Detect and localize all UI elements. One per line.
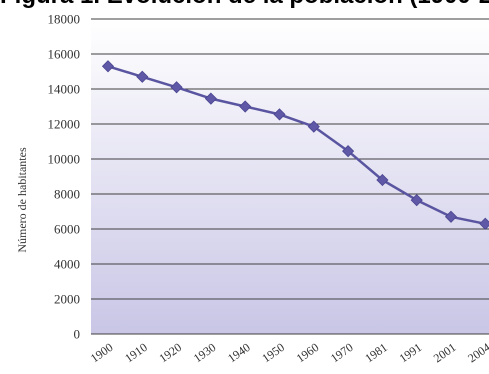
y-tick-label: 10000 (48, 152, 81, 167)
x-tick-label: 1900 (88, 340, 116, 365)
data-point-marker (239, 100, 252, 113)
data-point-marker (444, 210, 458, 223)
y-axis-label: Número de habitantes (15, 147, 29, 253)
y-tick-label: 4000 (54, 257, 80, 272)
y-tick-label: 16000 (48, 47, 81, 62)
plot-area (91, 19, 489, 334)
x-tick-label: 1981 (362, 340, 390, 365)
y-axis-ticks: 0 2000 4000 6000 8000 10000 12000 14000 16000 180… (48, 12, 81, 342)
x-tick-label: 1930 (191, 340, 219, 365)
y-tick-label: 0 (74, 327, 81, 342)
data-point-marker (170, 81, 183, 94)
series-line (107, 65, 486, 226)
y-tick-label: 14000 (48, 82, 81, 97)
series-group (107, 65, 486, 226)
x-tick-label: 1920 (156, 340, 184, 365)
x-tick-label: 1940 (225, 340, 253, 365)
x-tick-label: 1960 (294, 340, 322, 365)
data-point-marker (342, 145, 355, 158)
data-point-marker (136, 70, 149, 83)
data-point-marker (273, 108, 286, 121)
y-tick-label: 8000 (54, 187, 80, 202)
data-point-marker (410, 194, 423, 207)
x-tick-label: 1910 (122, 340, 150, 365)
x-axis-ticks: 1900 1910 1920 1930 1940 1950 1960 1970 1981 1991… (88, 340, 489, 365)
data-point-marker (101, 60, 115, 73)
y-tick-label: 12000 (48, 117, 81, 132)
y-tick-label: 2000 (54, 292, 80, 307)
y-tick-label: 6000 (54, 222, 80, 237)
x-tick-label: 1950 (259, 340, 287, 365)
x-tick-label: 1970 (328, 340, 356, 365)
data-point-marker (307, 120, 320, 133)
x-tick-label: 2004 (465, 340, 489, 365)
x-tick-label: 2001 (431, 340, 459, 365)
gridlines (91, 18, 489, 335)
y-tick-label: 18000 (48, 12, 81, 27)
markers-group (101, 60, 489, 230)
x-tick-label: 1991 (397, 340, 425, 365)
page-header-fragment: Figura 1. Evolución de la población (190… (0, 0, 489, 9)
data-point-marker (204, 92, 217, 105)
data-point-marker (376, 173, 389, 187)
